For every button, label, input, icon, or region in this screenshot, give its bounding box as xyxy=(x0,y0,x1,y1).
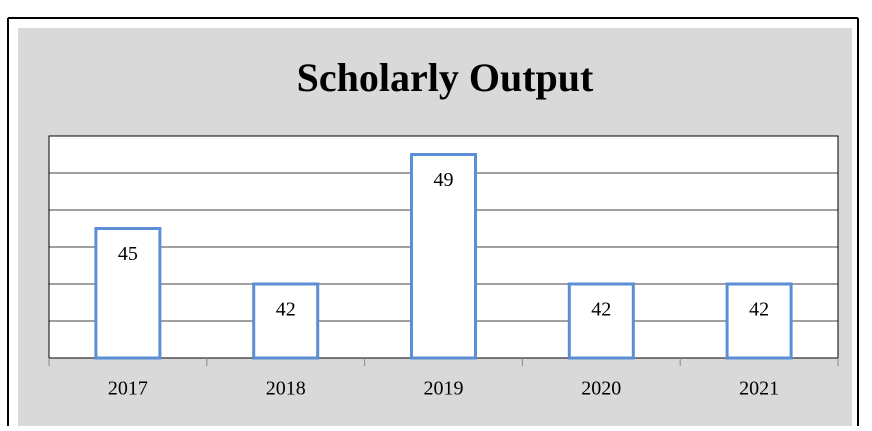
data-label: 42 xyxy=(276,299,296,321)
bar xyxy=(252,282,320,360)
data-label: 42 xyxy=(749,299,769,321)
data-label: 45 xyxy=(118,243,138,265)
x-tick-label: 2017 xyxy=(108,378,148,400)
bar xyxy=(567,282,635,360)
x-tick-label: 2018 xyxy=(266,378,306,400)
x-tick-label: 2021 xyxy=(739,378,779,400)
bar xyxy=(94,227,162,360)
data-label: 49 xyxy=(434,169,454,191)
bar xyxy=(725,282,793,360)
chart-title: Scholarly Output xyxy=(297,55,594,100)
data-label: 42 xyxy=(591,299,611,321)
x-tick-label: 2019 xyxy=(424,378,464,400)
x-tick-label: 2020 xyxy=(581,378,621,400)
bar xyxy=(410,153,477,360)
